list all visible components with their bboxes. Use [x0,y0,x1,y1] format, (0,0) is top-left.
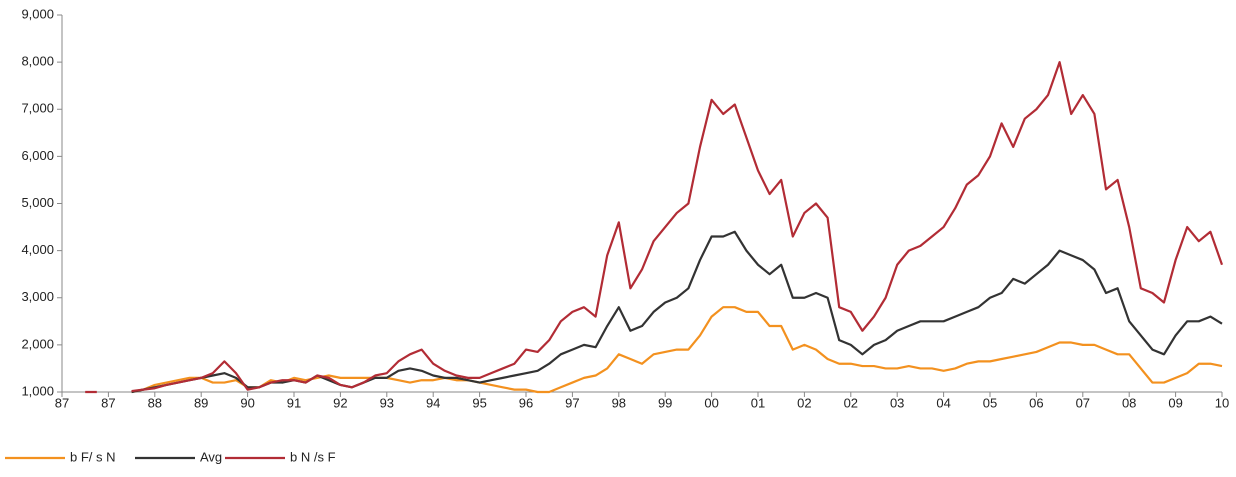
x-tick-label: 92 [333,395,347,410]
y-tick-label: 8,000 [21,54,54,69]
x-tick-label: 89 [194,395,208,410]
y-tick-label: 6,000 [21,148,54,163]
x-tick-label: 08 [1122,395,1136,410]
line-series [131,306,1223,394]
y-tick-label: 4,000 [21,242,54,257]
x-tick-label: 87 [55,395,69,410]
x-tick-label: 06 [1029,395,1043,410]
x-tick-label: 99 [658,395,672,410]
y-tick-label: 3,000 [21,289,54,304]
legend-label: b F/ s N [70,449,116,464]
y-tick-label: 5,000 [21,195,54,210]
line-series [131,230,1223,394]
x-tick-label: 97 [565,395,579,410]
x-tick-label: 01 [751,395,765,410]
x-tick-label: 10 [1215,395,1229,410]
y-tick-label: 7,000 [21,101,54,116]
x-tick-label: 95 [472,395,486,410]
x-tick-label: 07 [1076,395,1090,410]
x-tick-label: 88 [148,395,162,410]
x-tick-label: 04 [936,395,950,410]
x-tick-label: 87 [101,395,115,410]
x-tick-label: 09 [1168,395,1182,410]
y-tick-label: 2,000 [21,336,54,351]
x-tick-label: 90 [240,395,254,410]
x-tick-label: 00 [704,395,718,410]
x-tick-label: 93 [380,395,394,410]
x-tick-label: 02 [797,395,811,410]
y-tick-label: 1,000 [21,383,54,398]
x-tick-label: 96 [519,395,533,410]
legend-label: b N /s F [290,449,336,464]
x-tick-label: 05 [983,395,997,410]
line-series [85,61,1224,394]
x-tick-label: 02 [844,395,858,410]
x-tick-label: 03 [890,395,904,410]
y-tick-label: 9,000 [21,6,54,21]
x-tick-label: 98 [612,395,626,410]
legend-label: Avg [200,449,222,464]
x-tick-label: 91 [287,395,301,410]
x-tick-label: 94 [426,395,440,410]
